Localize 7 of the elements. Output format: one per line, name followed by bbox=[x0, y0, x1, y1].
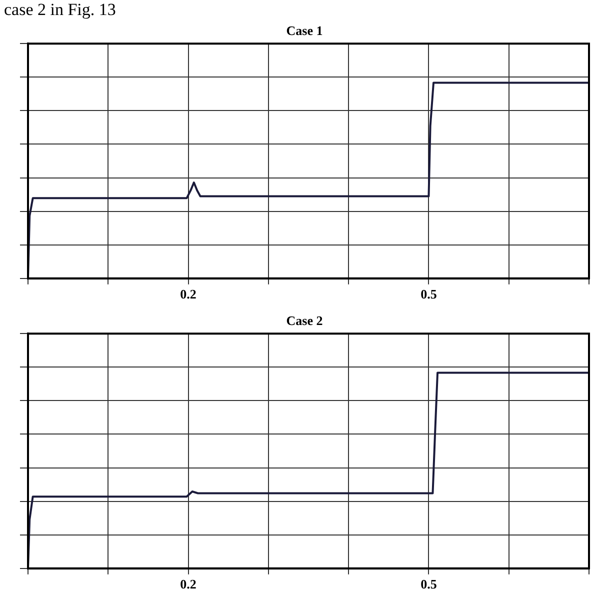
chart-title: Case 1 bbox=[286, 23, 323, 38]
x-tick-label: 0.5 bbox=[420, 286, 438, 302]
x-tick-label: 0.2 bbox=[180, 286, 196, 302]
x-tick-label: 0.2 bbox=[180, 576, 196, 592]
chart-title: Case 2 bbox=[286, 313, 323, 328]
x-tick-label: 0.5 bbox=[420, 576, 438, 592]
text: case 2 in Fig. 13 bbox=[3, 0, 117, 20]
